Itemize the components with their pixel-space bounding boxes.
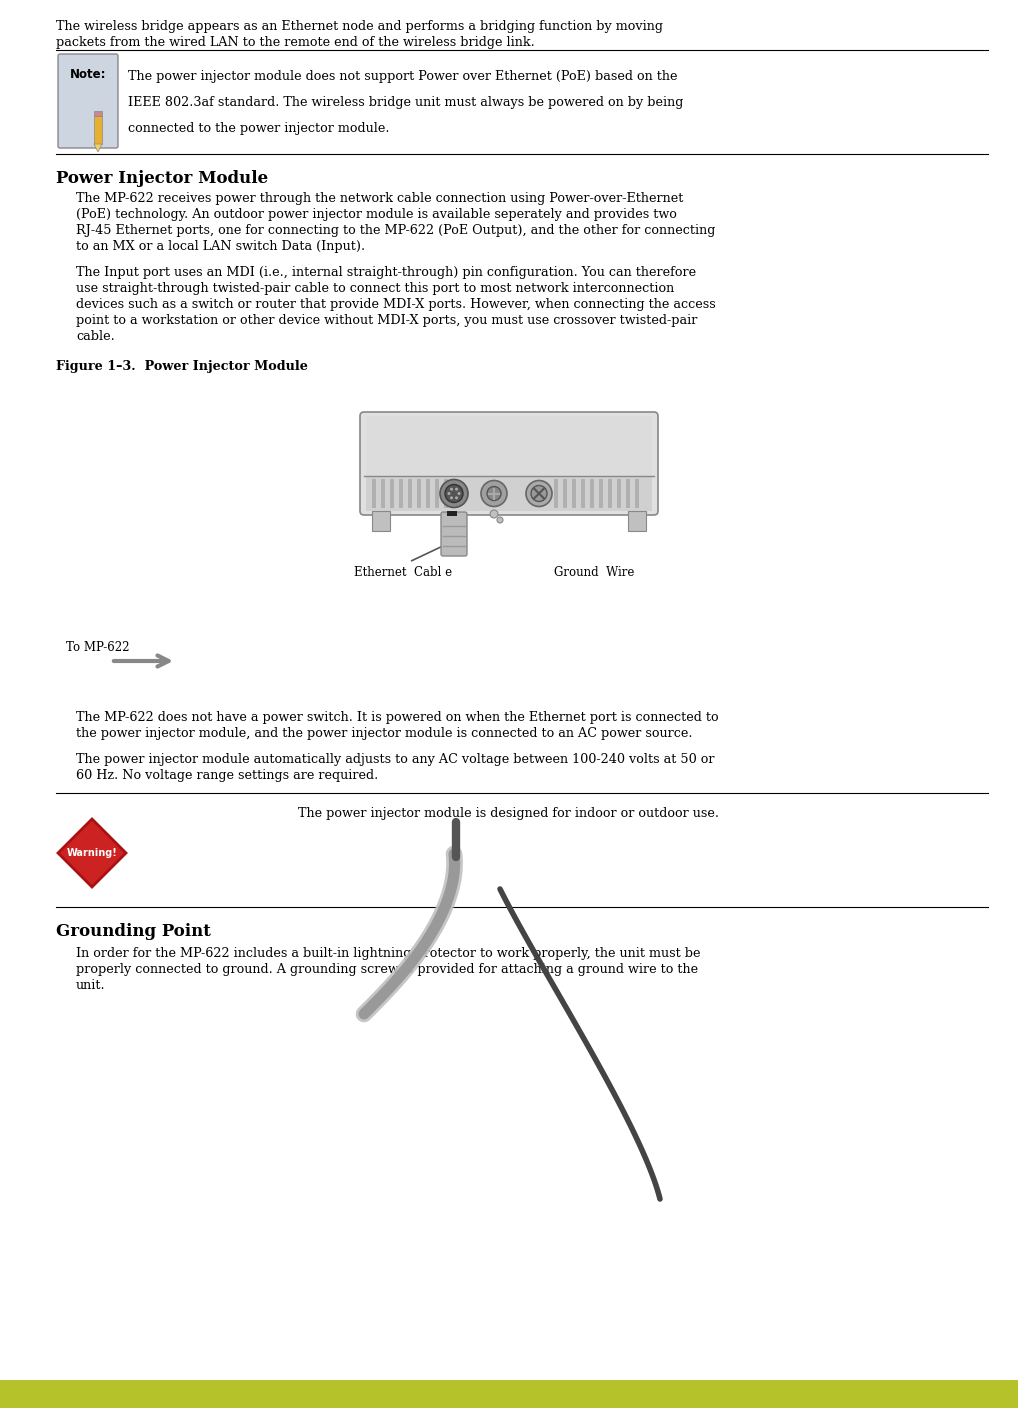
- Bar: [626, 479, 630, 508]
- Text: properly connected to ground. A grounding screw is provided for attaching a grou: properly connected to ground. A groundin…: [76, 963, 698, 976]
- Circle shape: [448, 491, 451, 496]
- Bar: [608, 479, 612, 508]
- Circle shape: [455, 487, 458, 490]
- Circle shape: [487, 487, 501, 500]
- Text: (PoE) technology. An outdoor power injector module is available seperately and p: (PoE) technology. An outdoor power injec…: [76, 208, 677, 221]
- Bar: [426, 479, 430, 508]
- Text: The MP-622 does not have a power switch. It is powered on when the Ethernet port: The MP-622 does not have a power switch.…: [76, 711, 719, 724]
- Bar: [635, 479, 639, 508]
- Bar: [590, 479, 593, 508]
- Circle shape: [450, 497, 453, 500]
- Circle shape: [531, 486, 547, 501]
- Bar: [94, 111, 102, 115]
- Circle shape: [457, 491, 460, 496]
- Text: Ethernet  Cabl e: Ethernet Cabl e: [354, 566, 452, 579]
- Text: Warning!: Warning!: [66, 848, 117, 857]
- Text: Power Injector Module: Power Injector Module: [56, 170, 268, 187]
- Text: The MP-622 receives power through the network cable connection using Power-over-: The MP-622 receives power through the ne…: [76, 191, 683, 206]
- Text: Note:: Note:: [70, 68, 106, 82]
- Circle shape: [450, 487, 453, 490]
- Text: unit.: unit.: [76, 979, 106, 993]
- Text: The power injector module is designed for indoor or outdoor use.: The power injector module is designed fo…: [298, 807, 720, 819]
- Bar: [563, 479, 567, 508]
- Text: devices such as a switch or router that provide MDI-X ports. However, when conne: devices such as a switch or router that …: [76, 298, 716, 311]
- Polygon shape: [58, 819, 126, 887]
- Circle shape: [445, 484, 463, 503]
- Bar: [444, 479, 448, 508]
- Bar: [94, 115, 102, 144]
- Circle shape: [497, 517, 503, 522]
- Bar: [372, 479, 376, 508]
- Bar: [408, 479, 412, 508]
- Text: packets from the wired LAN to the remote end of the wireless bridge link.: packets from the wired LAN to the remote…: [56, 37, 534, 49]
- Circle shape: [490, 510, 498, 518]
- Text: The wireless bridge appears as an Ethernet node and performs a bridging function: The wireless bridge appears as an Ethern…: [56, 20, 663, 32]
- Text: 1 -  5: 1 - 5: [950, 1387, 988, 1401]
- Circle shape: [526, 480, 552, 507]
- Bar: [381, 479, 385, 508]
- Text: 60 Hz. No voltage range settings are required.: 60 Hz. No voltage range settings are req…: [76, 769, 379, 781]
- Text: RJ-45 Ethernet ports, one for connecting to the MP-622 (PoE Output), and the oth: RJ-45 Ethernet ports, one for connecting…: [76, 224, 716, 237]
- Text: connected to the power injector module.: connected to the power injector module.: [128, 122, 390, 135]
- Bar: [417, 479, 421, 508]
- Bar: [617, 479, 621, 508]
- FancyBboxPatch shape: [58, 54, 118, 148]
- Bar: [366, 476, 652, 511]
- Bar: [599, 479, 603, 508]
- Text: Figure 1–3.  Power Injector Module: Figure 1–3. Power Injector Module: [56, 360, 307, 373]
- Text: Grounding Point: Grounding Point: [56, 924, 211, 941]
- Text: MP-622 Overview: MP-622 Overview: [444, 1387, 574, 1401]
- Bar: [447, 511, 457, 515]
- Polygon shape: [94, 144, 102, 152]
- Bar: [366, 415, 652, 476]
- Text: The Input port uses an MDI (i.e., internal straight-through) pin configuration. : The Input port uses an MDI (i.e., intern…: [76, 266, 696, 279]
- Text: point to a workstation or other device without MDI-X ports, you must use crossov: point to a workstation or other device w…: [76, 314, 697, 327]
- Text: to an MX or a local LAN switch Data (Input).: to an MX or a local LAN switch Data (Inp…: [76, 239, 365, 253]
- Bar: [390, 479, 394, 508]
- Text: In order for the MP-622 includes a built-in lightning protector to work properly: In order for the MP-622 includes a built…: [76, 948, 700, 960]
- Circle shape: [455, 497, 458, 500]
- Bar: [399, 479, 403, 508]
- Text: cable.: cable.: [76, 329, 115, 344]
- Text: Ground  Wire: Ground Wire: [554, 566, 634, 579]
- Bar: [453, 479, 457, 508]
- Text: the power injector module, and the power injector module is connected to an AC p: the power injector module, and the power…: [76, 727, 692, 741]
- Bar: [572, 479, 576, 508]
- Circle shape: [480, 480, 507, 507]
- FancyBboxPatch shape: [360, 413, 658, 515]
- Bar: [372, 511, 390, 531]
- FancyBboxPatch shape: [441, 513, 467, 556]
- Text: The power injector module does not support Power over Ethernet (PoE) based on th: The power injector module does not suppo…: [128, 70, 678, 83]
- Text: The power injector module automatically adjusts to any AC voltage between 100-24: The power injector module automatically …: [76, 753, 715, 766]
- Bar: [628, 511, 646, 531]
- Bar: [581, 479, 585, 508]
- Text: IEEE 802.3af standard. The wireless bridge unit must always be powered on by bei: IEEE 802.3af standard. The wireless brid…: [128, 96, 683, 108]
- Bar: [554, 479, 558, 508]
- Circle shape: [440, 480, 468, 507]
- Bar: [435, 479, 439, 508]
- Bar: [0, 1380, 1018, 1408]
- Text: use straight-through twisted-pair cable to connect this port to most network int: use straight-through twisted-pair cable …: [76, 282, 674, 296]
- Text: To MP-622: To MP-622: [66, 641, 129, 653]
